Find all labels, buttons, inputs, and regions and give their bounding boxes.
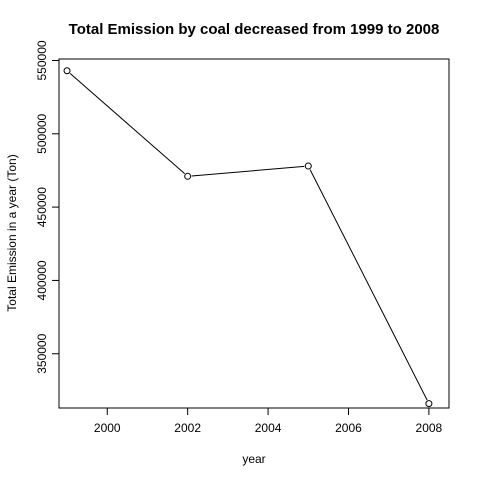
chart-title: Total Emission by coal decreased from 19… [69, 21, 440, 38]
data-point [184, 172, 192, 180]
marker-layer [63, 67, 433, 408]
data-point [425, 400, 433, 408]
x-axis-label: year [242, 452, 265, 466]
data-point [63, 67, 71, 75]
x-tick-label: 2000 [94, 421, 121, 435]
x-tick-label: 2004 [255, 421, 282, 435]
y-axis-label: Total Emission in a year (Ton) [5, 154, 19, 311]
plot-frame [58, 58, 450, 409]
y-tick-label: 450000 [35, 187, 49, 227]
data-point [304, 162, 312, 170]
x-axis: 2000 2002 2004 2006 2008 [94, 408, 443, 435]
series-line-segment [191, 165, 305, 177]
y-axis: 350000 400000 450000 500000 550000 [35, 40, 59, 374]
y-tick-label: 400000 [35, 260, 49, 300]
series-line-segment [309, 169, 428, 401]
x-tick-label: 2006 [335, 421, 362, 435]
x-tick-label: 2008 [416, 421, 443, 435]
y-tick-label: 500000 [35, 113, 49, 153]
x-tick-label: 2002 [174, 421, 201, 435]
y-tick-label: 350000 [35, 333, 49, 373]
series-layer [69, 72, 428, 401]
series-line-segment [69, 72, 185, 175]
y-tick-label: 550000 [35, 40, 49, 80]
